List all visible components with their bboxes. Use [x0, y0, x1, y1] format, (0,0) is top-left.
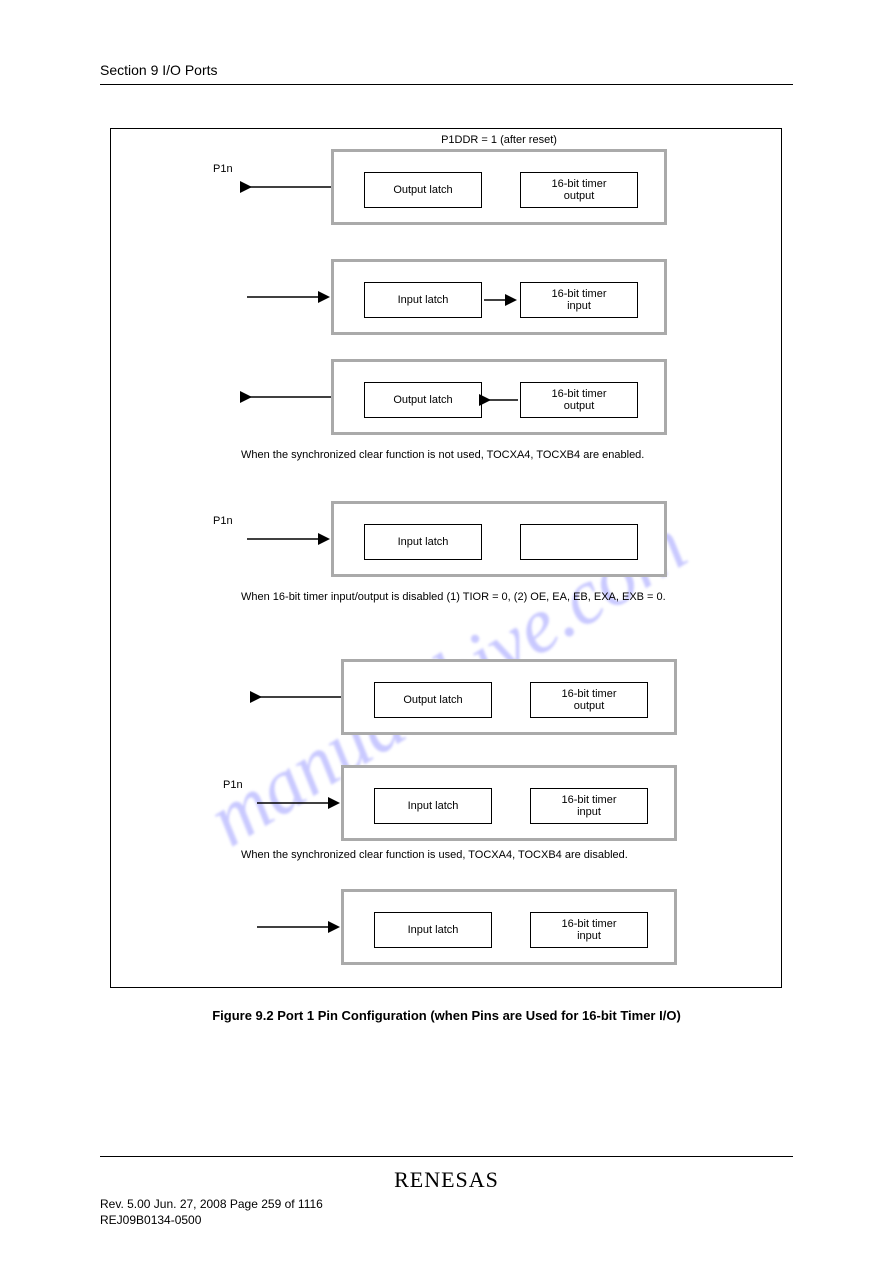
module-block: Input latch 16-bit timerinput	[341, 765, 677, 841]
note-text: When 16-bit timer input/output is disabl…	[241, 591, 741, 605]
doc-id: REJ09B0134-0500	[100, 1213, 793, 1227]
header-left: Section 9 I/O Ports	[100, 62, 218, 78]
module-block: Input latch	[331, 501, 667, 577]
arrow-in	[243, 529, 333, 549]
module-block: Input latch 16-bit timerinput	[341, 889, 677, 965]
module-block: Output latch 16-bit timeroutput	[341, 659, 677, 735]
note-text: When the synchronized clear function is …	[241, 849, 741, 863]
inner-arrow-right	[482, 292, 520, 308]
note-text: When the synchronized clear function is …	[241, 449, 741, 463]
page-footer: RENESAS	[100, 1156, 793, 1193]
module-hint: P1DDR = 1 (after reset)	[334, 134, 664, 146]
box-input-latch: Input latch	[374, 788, 492, 824]
box-output-latch: Output latch	[364, 382, 482, 418]
box-input-latch: Input latch	[364, 282, 482, 318]
arrow-out	[243, 387, 333, 407]
arrow-out	[253, 687, 343, 707]
port-label: P1n	[213, 163, 233, 175]
diagram-frame: P1DDR = 1 (after reset) Output latch 16-…	[110, 128, 782, 988]
box-timer-input: 16-bit timerinput	[530, 788, 648, 824]
page-header: Section 9 I/O Ports	[100, 62, 793, 85]
box-output-latch: Output latch	[364, 172, 482, 208]
box-output-latch: Output latch	[374, 682, 492, 718]
module-block: Input latch 16-bit timerinput	[331, 259, 667, 335]
arrow-in	[253, 917, 343, 937]
port-label: P1n	[223, 779, 243, 791]
figure-caption: Figure 9.2 Port 1 Pin Configuration (whe…	[0, 1008, 893, 1023]
box-timer-output: 16-bit timeroutput	[520, 172, 638, 208]
box-input-latch: Input latch	[374, 912, 492, 948]
arrow-out	[243, 177, 333, 197]
box-empty	[520, 524, 638, 560]
port-label: P1n	[213, 515, 233, 527]
header-rule	[100, 84, 793, 85]
arrow-in	[253, 793, 343, 813]
renesas-logo: RENESAS	[394, 1167, 499, 1192]
box-timer-input: 16-bit timerinput	[530, 912, 648, 948]
module-block: P1DDR = 1 (after reset) Output latch 16-…	[331, 149, 667, 225]
module-block: Output latch 16-bit timeroutput	[331, 359, 667, 435]
box-timer-input: 16-bit timerinput	[520, 282, 638, 318]
arrow-in	[243, 287, 333, 307]
box-input-latch: Input latch	[364, 524, 482, 560]
box-timer-output: 16-bit timeroutput	[530, 682, 648, 718]
inner-arrow-left	[482, 392, 520, 408]
box-timer-output: 16-bit timeroutput	[520, 382, 638, 418]
revision-text: Rev. 5.00 Jun. 27, 2008 Page 259 of 1116	[100, 1197, 323, 1211]
page: Section 9 I/O Ports manualshive.com P1DD…	[0, 0, 893, 1263]
